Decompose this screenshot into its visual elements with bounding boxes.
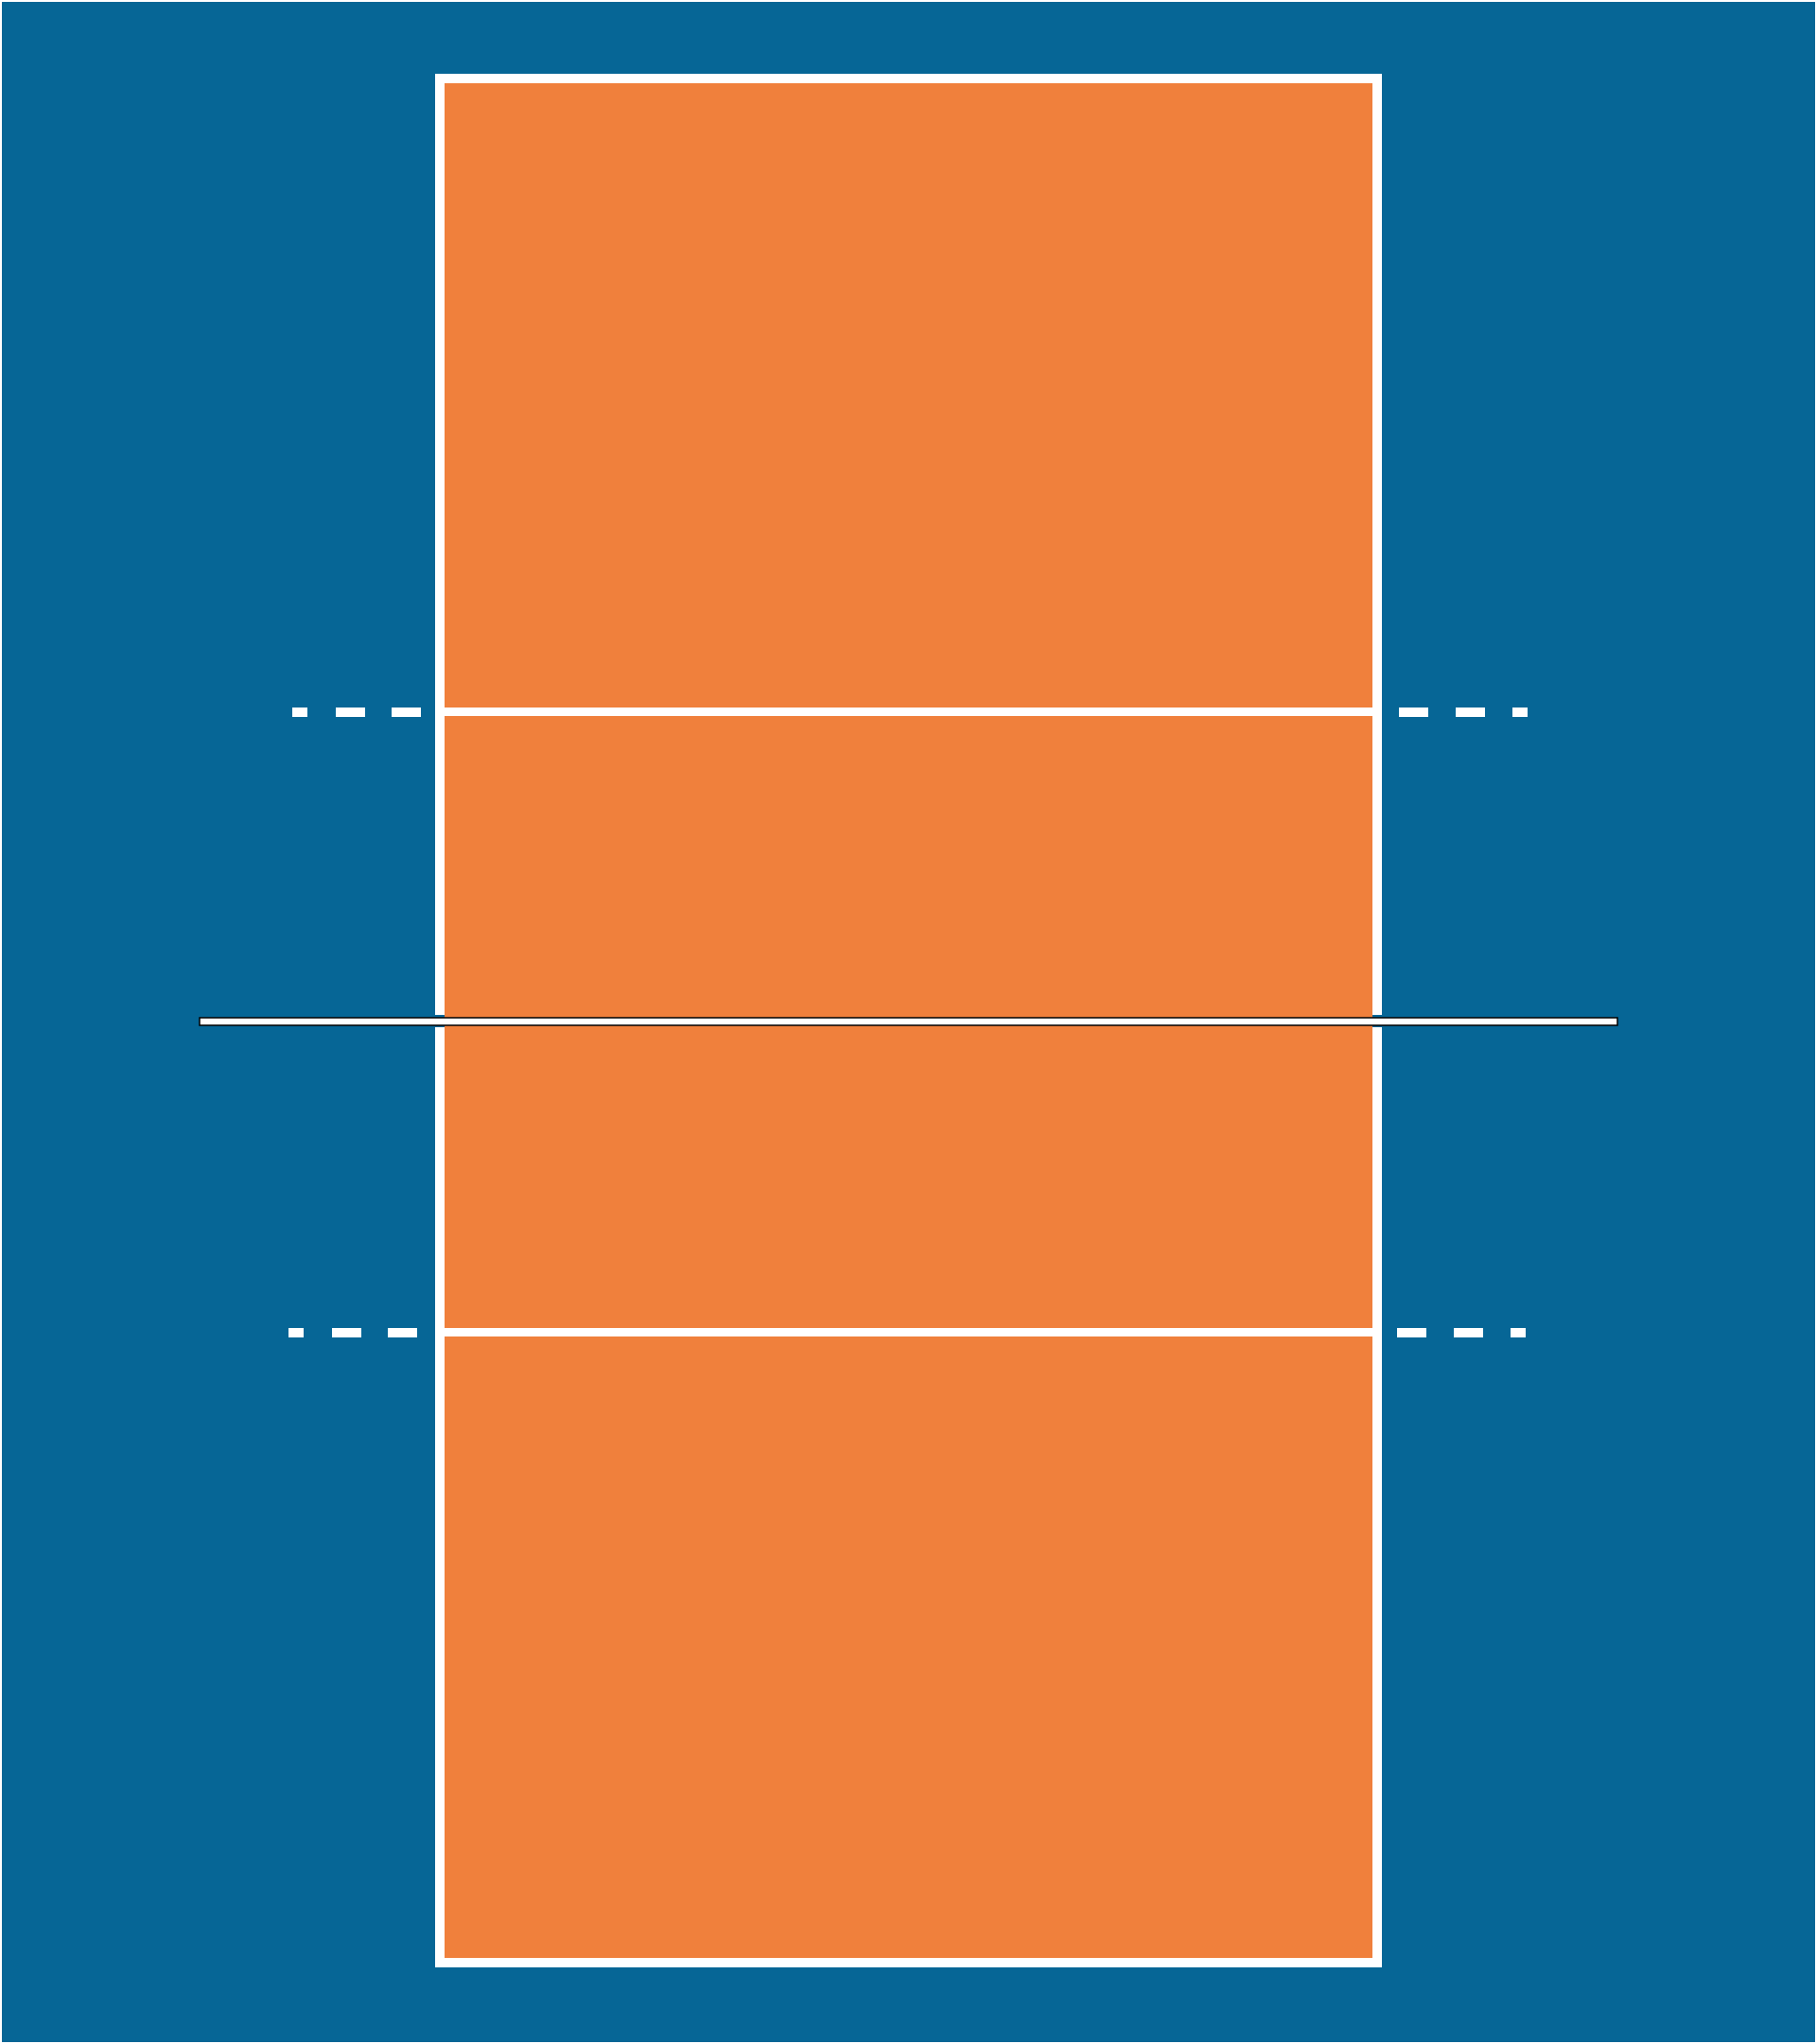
net bbox=[199, 1017, 1618, 1026]
dash bbox=[1456, 708, 1485, 717]
dash bbox=[1454, 1328, 1483, 1337]
attack-line-extension-bottom-left bbox=[288, 1328, 417, 1337]
dash bbox=[1399, 708, 1428, 717]
dash bbox=[1512, 708, 1528, 717]
attack-line-extension-top-left bbox=[292, 708, 421, 717]
dash bbox=[392, 708, 421, 717]
dash bbox=[288, 1328, 304, 1337]
dash bbox=[388, 1328, 417, 1337]
attack-line-top bbox=[440, 708, 1377, 716]
attack-line-extension-top-right bbox=[1399, 708, 1528, 717]
dash bbox=[1397, 1328, 1426, 1337]
dash bbox=[1511, 1328, 1526, 1337]
attack-line-extension-bottom-right bbox=[1397, 1328, 1526, 1337]
attack-line-bottom bbox=[440, 1328, 1377, 1336]
dash bbox=[336, 708, 365, 717]
dash bbox=[332, 1328, 361, 1337]
dash bbox=[292, 708, 307, 717]
